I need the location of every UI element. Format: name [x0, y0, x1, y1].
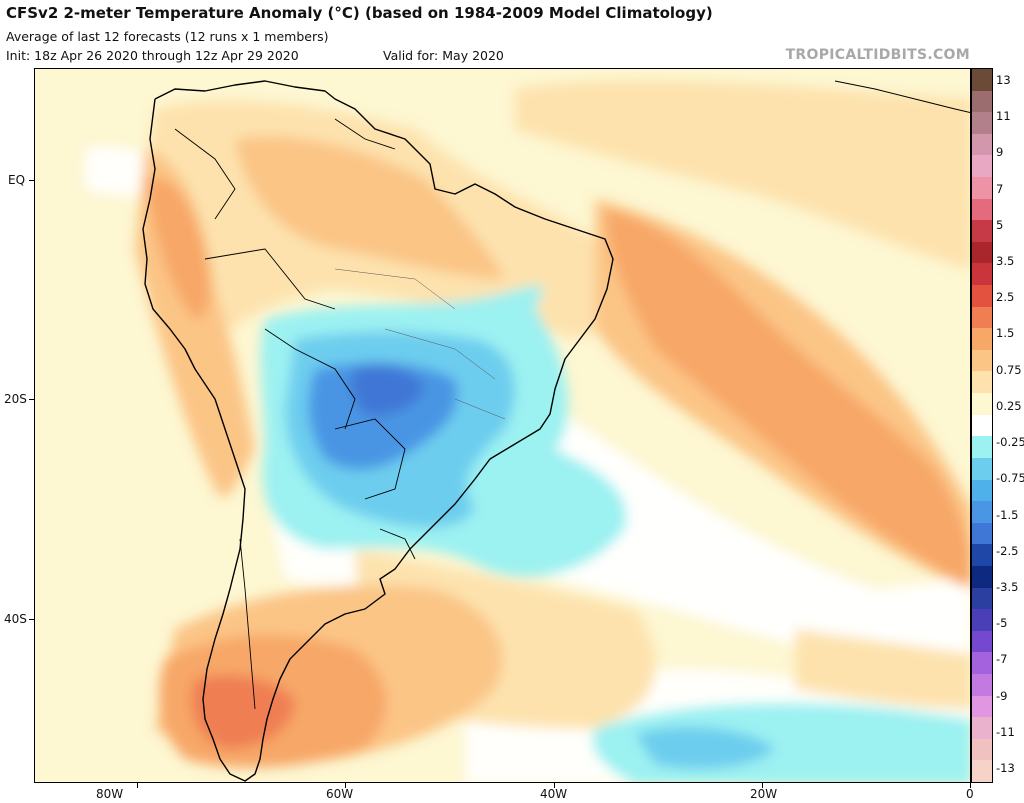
cold-region-high [350, 365, 425, 416]
lon-label-80w: 80W [96, 787, 124, 801]
map-canvas [85, 80, 970, 782]
colorbar-segment [972, 285, 992, 308]
colorbar-label: 5 [996, 217, 1004, 232]
colorbar-segment [972, 263, 992, 286]
colorbar-segment [972, 133, 992, 156]
colorbar-label: 0.75 [996, 362, 1022, 377]
border-argentina-chile [239, 538, 256, 710]
warm-region-north-atlantic [515, 80, 970, 269]
colorbar-segment [972, 371, 992, 394]
border-uruguay [379, 528, 416, 560]
brand-watermark: TROPICALTIDBITS.COM [785, 47, 970, 63]
colorbar-label: 0.25 [996, 398, 1022, 413]
colorbar-label: -13 [996, 761, 1015, 775]
lat-label-eq: EQ [8, 173, 26, 187]
colorbar-segment [972, 501, 992, 524]
border-paraguay [334, 418, 406, 500]
lon-label-0: 0 [966, 787, 974, 801]
colorbar-segment [972, 695, 992, 718]
colorbar-segment [972, 155, 992, 178]
colorbar-label: -0.75 [996, 471, 1024, 486]
lat-tick-20s [29, 399, 34, 400]
lon-tick-80w [137, 783, 138, 788]
lat-label-20s: 20S [4, 392, 27, 406]
colorbar-label: -9 [996, 688, 1008, 703]
colorbar-label: -0.25 [996, 435, 1024, 450]
colorbar-segment [972, 522, 992, 545]
africa-coastline [834, 80, 970, 114]
colorbar-label: -5 [996, 616, 1008, 631]
colorbar-segment [972, 414, 992, 437]
colorbar-segment [972, 436, 992, 459]
colorbar-segment [972, 738, 992, 761]
colorbar-label: -2.5 [996, 543, 1019, 558]
colorbar-segment [972, 112, 992, 135]
colorbar [971, 68, 993, 783]
colorbar-segment [972, 587, 992, 610]
colorbar-label: 11 [996, 109, 1011, 124]
colorbar-segment [972, 69, 992, 92]
colorbar-segment [972, 220, 992, 243]
colorbar-segment [972, 609, 992, 632]
colorbar-label: -11 [996, 724, 1015, 739]
colorbar-label: 2.5 [996, 290, 1015, 305]
colorbar-label: -3.5 [996, 579, 1019, 594]
colorbar-segment [972, 457, 992, 480]
colorbar-segment [972, 565, 992, 589]
colorbar-label: 7 [996, 181, 1004, 196]
lon-tick-20w [762, 783, 763, 788]
warm-region-high-patagonia [191, 675, 295, 749]
colorbar-segment [972, 241, 992, 264]
colorbar-segment [972, 306, 992, 329]
colorbar-segment [972, 479, 992, 502]
coastline [142, 80, 614, 782]
lon-label-60w: 60W [326, 787, 354, 801]
colorbar-segment [972, 717, 992, 740]
colorbar-segment [972, 328, 992, 351]
country-borders [174, 118, 506, 710]
lon-label-20w: 20W [750, 787, 778, 801]
lon-label-40w: 40W [540, 787, 568, 801]
warm-region-southwest-atlantic [795, 629, 970, 709]
lon-tick-40w [554, 783, 555, 788]
border-colombia [174, 128, 236, 220]
border-bolivia [264, 328, 356, 430]
anomaly-field [85, 80, 970, 782]
lat-tick-40s [29, 619, 34, 620]
colorbar-label: -7 [996, 652, 1008, 667]
colorbar-segment [972, 177, 992, 200]
colorbar-label: 1.5 [996, 326, 1015, 341]
border-guianas [334, 118, 396, 150]
colorbar-segment [972, 760, 992, 783]
warm-region-moderate-brazil [235, 136, 505, 279]
border-brazil-states [334, 268, 506, 420]
valid-time: Valid for: May 2020 [383, 48, 504, 63]
colorbar-segment [972, 90, 992, 113]
anomaly-map [34, 68, 971, 783]
colorbar-label: -1.5 [996, 507, 1019, 522]
colorbar-label: 13 [996, 73, 1011, 87]
lat-tick-eq [29, 180, 34, 181]
colorbar-label: 3.5 [996, 254, 1015, 269]
cold-region-moderate-southern-ocean [635, 726, 775, 769]
map-title: CFSv2 2-meter Temperature Anomaly (°C) (… [6, 4, 713, 22]
lon-tick-0 [970, 783, 971, 788]
init-time: Init: 18z Apr 26 2020 through 12z Apr 29… [6, 48, 299, 63]
lon-tick-60w [345, 783, 346, 788]
lat-label-40s: 40S [4, 612, 27, 626]
colorbar-segment [972, 349, 992, 372]
colorbar-label: 9 [996, 145, 1004, 160]
map-subtitle: Average of last 12 forecasts (12 runs x … [6, 29, 329, 44]
warm-region-strong-atlantic [605, 209, 970, 588]
colorbar-segment [972, 198, 992, 221]
warm-region-strong-northern-andes [145, 177, 211, 319]
africa-coast [834, 80, 970, 114]
colorbar-segment [972, 393, 992, 416]
south-america-coastline [142, 80, 614, 782]
colorbar-segment [972, 652, 992, 675]
border-peru-brazil [204, 248, 336, 310]
colorbar-segment [972, 630, 992, 653]
colorbar-segment [972, 544, 992, 567]
colorbar-segment [972, 673, 992, 697]
